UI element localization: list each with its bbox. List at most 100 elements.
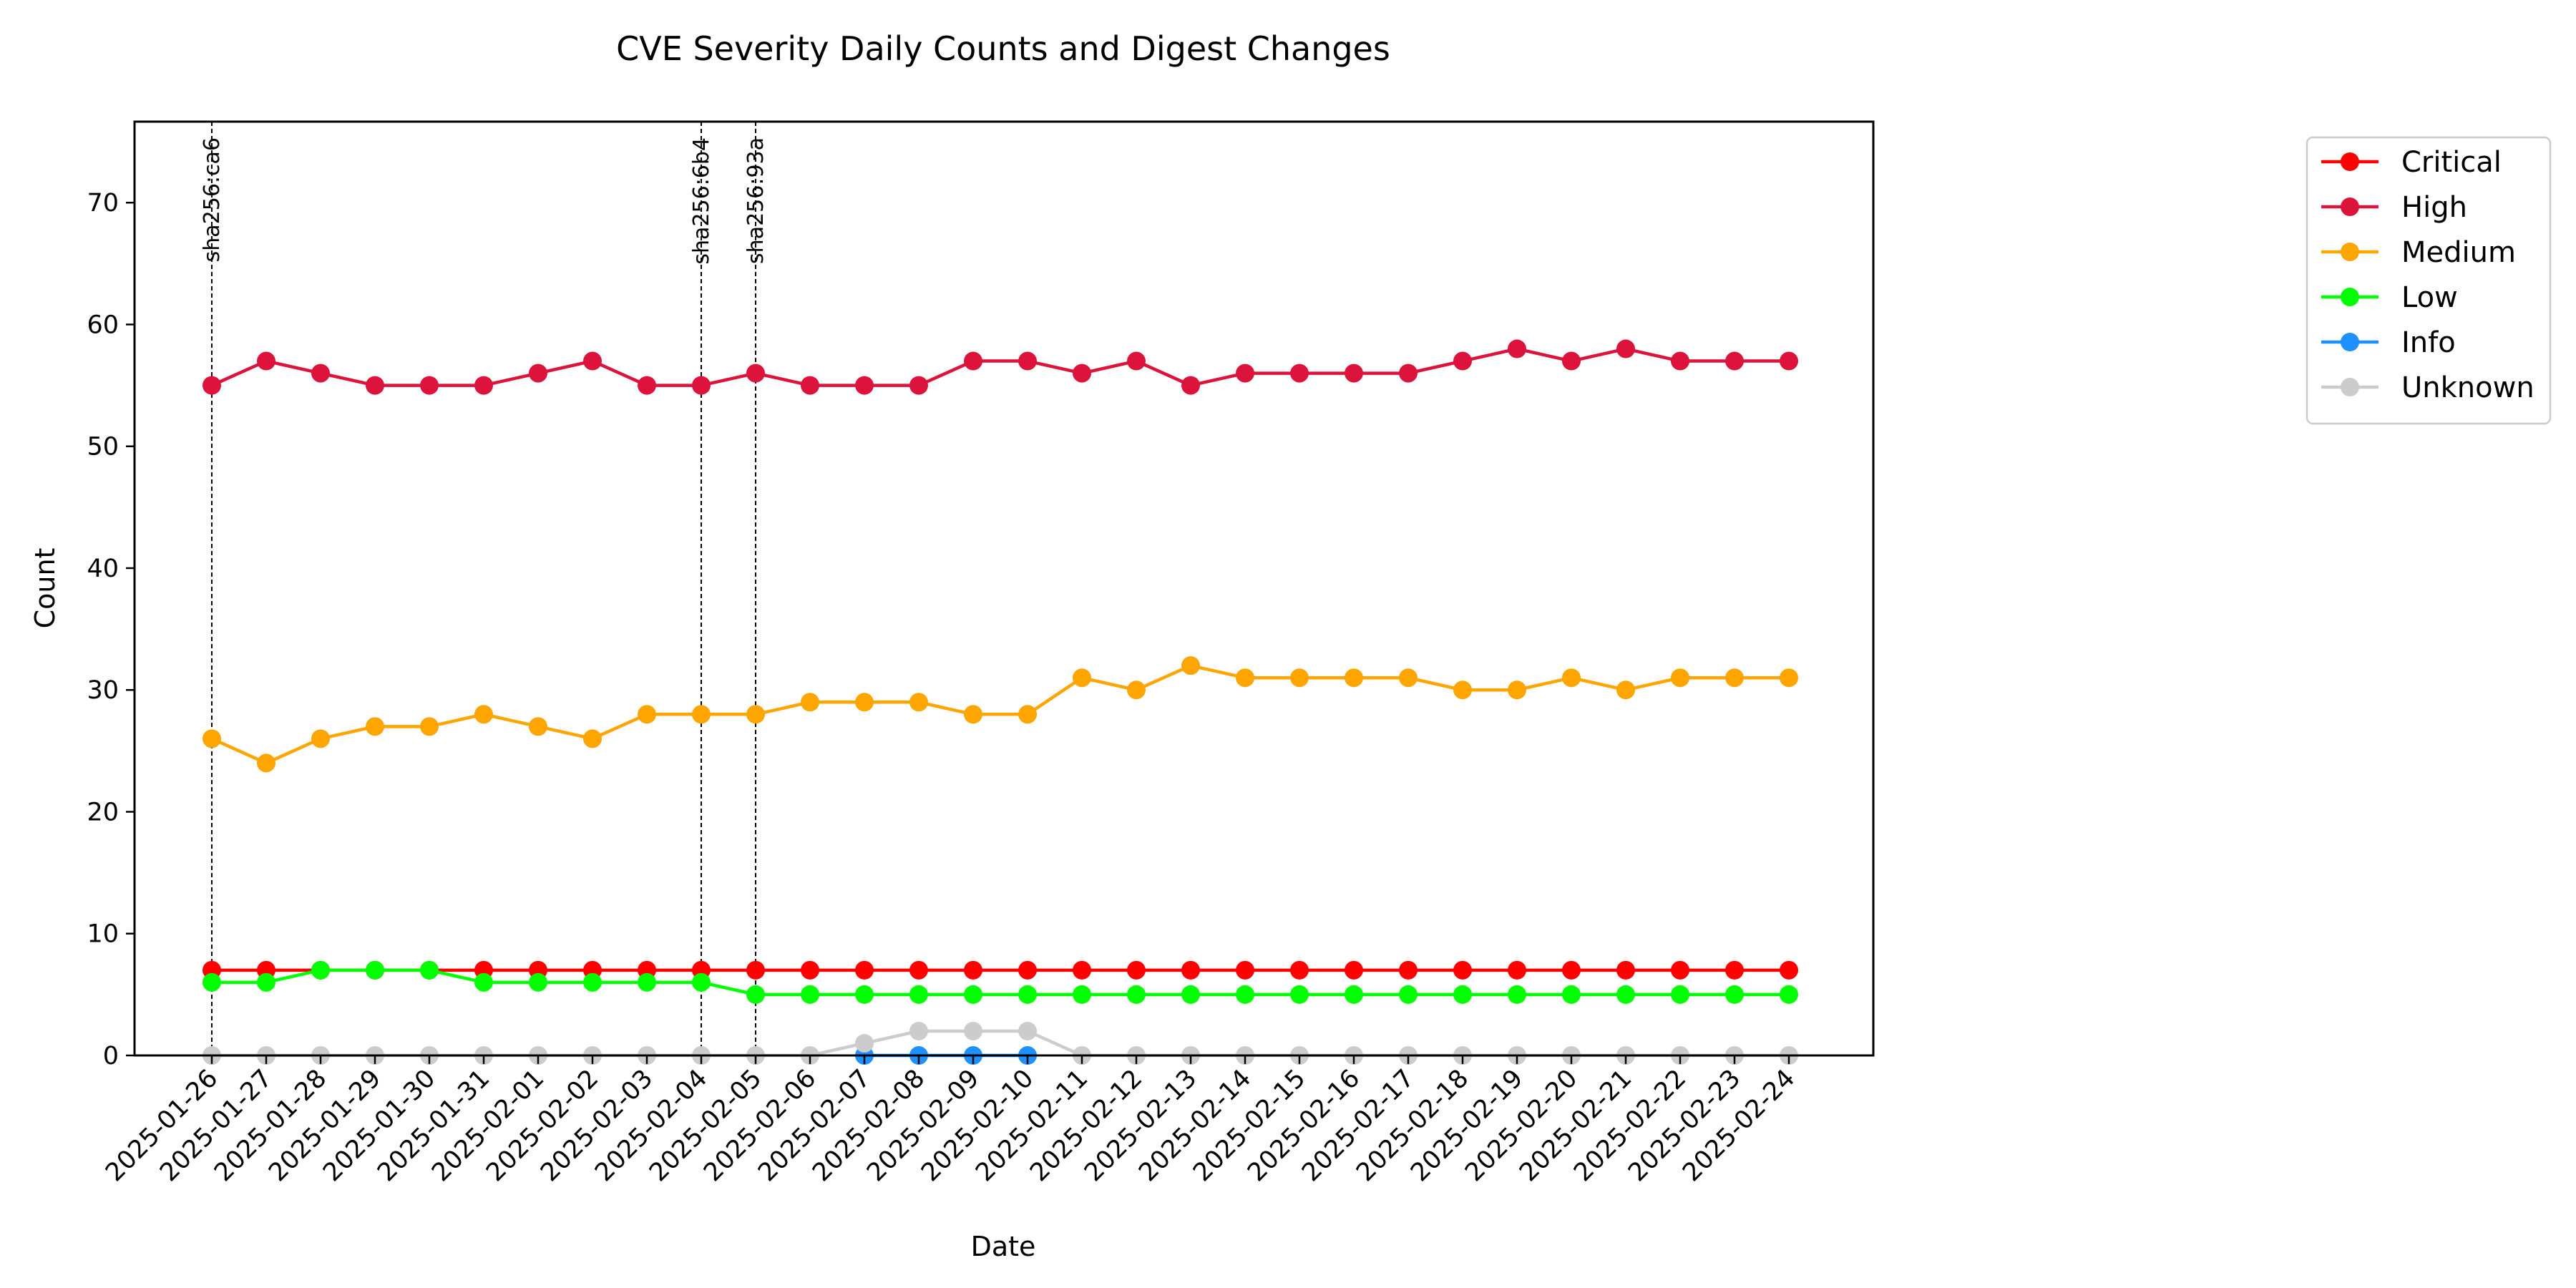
y-tick-label-50: 50 (87, 433, 119, 462)
point-unknown-2025-02-09 (964, 1021, 982, 1040)
point-high-2025-02-11 (1073, 364, 1091, 383)
point-high-2025-02-14 (1236, 364, 1254, 383)
point-high-2025-02-01 (529, 364, 547, 383)
point-critical-2025-02-19 (1508, 960, 1526, 980)
point-high-2025-02-15 (1290, 364, 1309, 383)
point-high-2025-02-19 (1508, 339, 1526, 358)
point-low-2025-02-03 (638, 972, 656, 992)
point-low-2025-02-11 (1073, 985, 1091, 1004)
point-medium-2025-02-18 (1453, 680, 1472, 700)
point-low-2025-01-28 (311, 960, 330, 980)
point-high-2025-01-26 (203, 376, 221, 395)
point-medium-2025-02-05 (746, 705, 765, 724)
plot-area: sha256:ca6 sha256:6b4 sha256:93a (200, 122, 1798, 1065)
legend-entry-info: Info (2321, 326, 2456, 359)
point-low-2025-01-30 (420, 960, 439, 980)
point-medium-2025-02-17 (1399, 668, 1418, 688)
point-low-2025-02-13 (1181, 985, 1200, 1004)
point-critical-2025-02-12 (1127, 960, 1146, 980)
point-high-2025-02-02 (583, 351, 602, 371)
point-high-2025-02-12 (1127, 351, 1146, 371)
point-critical-2025-02-07 (855, 960, 874, 980)
series-line-high (211, 347, 1789, 387)
point-medium-2025-01-29 (366, 717, 384, 736)
point-low-2025-01-26 (203, 972, 221, 992)
point-low-2025-01-31 (474, 972, 493, 992)
point-critical-2025-02-20 (1562, 960, 1581, 980)
point-medium-2025-02-08 (909, 693, 928, 712)
point-medium-2025-02-22 (1671, 668, 1689, 688)
point-medium-2025-02-07 (855, 693, 874, 712)
point-high-2025-01-30 (420, 376, 439, 395)
legend-label-low: Low (2401, 281, 2458, 314)
point-medium-2025-02-06 (801, 693, 819, 712)
point-critical-2025-02-24 (1780, 960, 1798, 980)
point-high-2025-02-05 (746, 364, 765, 383)
y-axis: 0 10 20 30 40 50 60 70 (87, 189, 135, 1070)
legend-label-high: High (2401, 191, 2467, 224)
series-medium (203, 656, 1798, 773)
y-tick-label-0: 0 (103, 1042, 119, 1070)
point-critical-2025-02-10 (1018, 960, 1037, 980)
y-tick-label-20: 20 (87, 798, 119, 826)
digest-change-label-1: sha256:ca6 (200, 137, 225, 262)
series-unknown (203, 1021, 1798, 1065)
legend-swatch-marker-high (2341, 197, 2359, 216)
point-low-2025-02-08 (909, 985, 928, 1004)
point-low-2025-02-10 (1018, 985, 1037, 1004)
point-critical-2025-02-21 (1616, 960, 1635, 980)
point-critical-2025-02-14 (1236, 960, 1254, 980)
legend-swatch-marker-medium (2341, 243, 2359, 261)
legend-label-info: Info (2401, 326, 2456, 359)
series-line-medium (211, 663, 1789, 765)
point-critical-2025-02-05 (746, 960, 765, 980)
point-low-2025-02-16 (1345, 985, 1363, 1004)
point-low-2025-01-29 (366, 960, 384, 980)
digest-change-label-2: sha256:6b4 (689, 137, 714, 265)
legend-label-unknown: Unknown (2401, 371, 2534, 404)
point-high-2025-02-22 (1671, 351, 1689, 371)
point-high-2025-02-04 (692, 376, 711, 395)
point-critical-2025-02-22 (1671, 960, 1689, 980)
point-high-2025-01-27 (257, 351, 275, 371)
legend-swatch-marker-unknown (2341, 378, 2359, 396)
point-critical-2025-02-18 (1453, 960, 1472, 980)
legend-entry-unknown: Unknown (2321, 371, 2534, 404)
point-low-2025-02-24 (1780, 985, 1798, 1004)
point-critical-2025-02-16 (1345, 960, 1363, 980)
legend-swatch-marker-critical (2341, 152, 2359, 171)
point-high-2025-02-13 (1181, 376, 1200, 395)
point-low-2025-02-09 (964, 985, 982, 1004)
point-high-2025-01-31 (474, 376, 493, 395)
point-high-2025-02-08 (909, 376, 928, 395)
point-critical-2025-02-15 (1290, 960, 1309, 980)
point-critical-2025-02-23 (1725, 960, 1744, 980)
series-line-low (212, 968, 1789, 997)
point-medium-2025-02-14 (1236, 668, 1254, 688)
point-medium-2025-02-19 (1508, 680, 1526, 700)
point-medium-2025-02-20 (1562, 668, 1581, 688)
point-medium-2025-02-11 (1073, 668, 1091, 688)
x-axis-title: Date (971, 1231, 1036, 1262)
legend-entry-medium: Medium (2321, 236, 2516, 269)
point-high-2025-02-03 (638, 376, 656, 395)
y-tick-label-40: 40 (87, 555, 119, 583)
point-unknown-2025-02-07 (855, 1033, 874, 1053)
legend-swatch-marker-info (2341, 333, 2359, 351)
point-unknown-2025-02-10 (1018, 1021, 1037, 1040)
point-high-2025-01-29 (366, 376, 384, 395)
legend-label-medium: Medium (2401, 236, 2516, 269)
point-low-2025-02-23 (1725, 985, 1744, 1004)
legend-swatch-marker-low (2341, 288, 2359, 306)
point-high-2025-02-23 (1725, 351, 1744, 371)
legend-entry-critical: Critical (2321, 146, 2502, 179)
y-tick-label-10: 10 (87, 920, 119, 949)
point-low-2025-02-02 (583, 972, 602, 992)
point-low-2025-02-06 (801, 985, 819, 1004)
y-tick-label-30: 30 (87, 676, 119, 705)
point-critical-2025-02-11 (1073, 960, 1091, 980)
point-medium-2025-02-13 (1181, 656, 1200, 675)
point-high-2025-02-10 (1018, 351, 1037, 371)
point-medium-2025-02-21 (1616, 680, 1635, 700)
